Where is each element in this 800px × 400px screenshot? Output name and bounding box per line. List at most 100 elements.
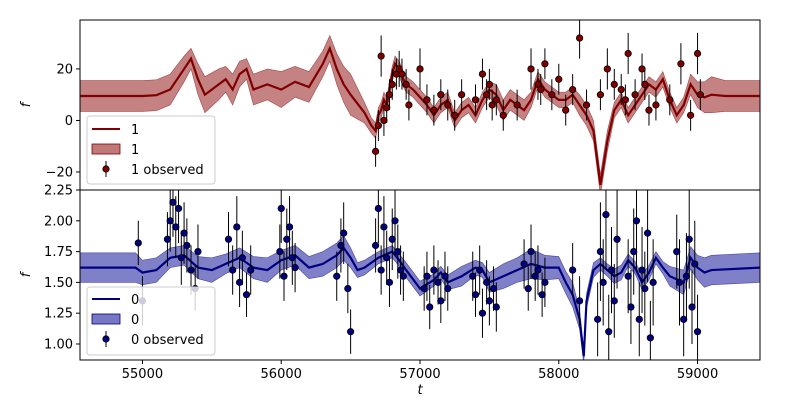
bottom-observed-point [180,229,188,237]
bottom-observed-point [434,278,442,286]
top-observed-point [548,91,556,99]
bottom-observed-point [675,278,684,286]
x-tick-label: 56000 [261,367,302,382]
bottom-observed-point [605,328,613,336]
bottom-observed-point [489,284,498,293]
top-uncertainty-band [80,34,760,190]
top-observed-point [402,80,410,88]
top-observed-point [677,60,685,68]
top-y-axis-label: f [19,100,34,107]
bottom-observed-point [396,266,405,274]
bottom-observed-point [680,315,688,323]
bottom-observed-point [371,241,380,250]
x-axis-label: t [417,383,423,398]
bottom-observed-point [134,239,142,247]
top-legend-label-observed: 1 observed [131,163,204,178]
x-tick-label: 59000 [677,367,718,382]
bottom-observed-point [613,235,621,243]
bottom-observed-point [524,284,532,293]
top-observed-point [569,85,577,94]
top-observed-point [596,91,605,99]
top-observed-point [666,96,674,104]
bottom-observed-point [471,291,480,299]
top-observed-point [537,85,545,94]
bottom-observed-point [624,272,632,280]
bottom-y-axis: 1.00 1.25 1.50 1.75 2.00 2.25 [44,184,80,352]
bottom-observed-point [172,223,180,231]
bottom-observed-point [276,247,284,256]
top-observed-point [693,49,702,58]
top-observed-point [631,91,639,99]
bottom-observed-point [385,278,394,286]
bottom-observed-point [541,278,549,286]
top-observed-point [383,103,391,112]
top-observed-point [562,106,570,114]
bottom-panel: 1.00 1.25 1.50 1.75 2.00 2.25 55000 56000 57000… [19,184,761,398]
bottom-observed-point [347,328,355,336]
bottom-observed-point [174,204,183,213]
bottom-observed-point [476,266,484,274]
top-observed-point [603,65,611,73]
bottom-observed-point [420,284,428,293]
top-observed-point [687,111,695,119]
bottom-observed-point [520,260,528,268]
bottom-observed-point [693,328,702,336]
bottom-observed-point [630,247,638,256]
bottom-observed-point [478,309,487,317]
bottom-observed-point [485,297,493,305]
x-tick-label: 57000 [399,367,440,382]
bottom-observed-point [280,272,288,280]
bottom-legend-band-swatch [91,313,121,325]
bottom-observed-point [377,266,385,274]
x-tick-label: 58000 [538,367,579,382]
bottom-observed-point [423,272,431,280]
top-observed-point [398,70,406,78]
bottom-observed-point [599,278,607,286]
top-observed-point [478,70,487,78]
bottom-observed-point [187,266,195,274]
bottom-observed-point [166,217,174,225]
top-observed-point [388,80,396,88]
bottom-observed-point [534,266,542,274]
top-observed-point [485,80,493,88]
bottom-observed-point [594,315,602,323]
top-observed-point [444,101,452,109]
x-tick-label: 55000 [122,367,163,382]
top-observed-point [555,75,563,83]
bottom-legend-label-observed: 0 observed [131,333,204,348]
top-observed-point [610,80,618,88]
bottom-observed-point [391,217,399,225]
bottom-observed-point [688,303,696,311]
top-observed-point [527,65,535,73]
bottom-observed-point [340,229,348,237]
bottom-observed-point [444,284,452,293]
bottom-observed-point [596,247,605,256]
top-observed-point [374,122,382,130]
top-legend: 1 1 1 observed [86,115,216,185]
bottom-observed-point [224,235,233,243]
bottom-observed-point [426,303,434,311]
top-observed-point [371,147,380,155]
bottom-y-tick-label: 1.75 [44,245,73,260]
top-observed-point [541,60,549,68]
bottom-observed-point [569,266,577,274]
bottom-observed-point [235,278,244,286]
bottom-observed-point [483,278,491,286]
bottom-observed-point [277,204,285,213]
top-observed-point [405,101,413,109]
top-y-tick-label: 0 [65,114,73,129]
bottom-y-tick-label: 1.50 [44,276,73,291]
bottom-observed-point [638,266,646,274]
top-observed-point [582,101,591,109]
bottom-observed-point [607,266,616,274]
top-panel: −20 0 20 f 1 1 1 observed [19,19,761,191]
top-observed-point [492,96,500,104]
bottom-legend: 0 0 0 observed [86,286,216,356]
bottom-observed-point [383,254,391,262]
bottom-legend-box [86,286,216,356]
top-observed-point [621,96,629,104]
bottom-x-axis: 55000 56000 57000 58000 59000 [122,360,718,382]
top-observed-point [696,91,704,99]
bottom-observed-point [374,204,382,213]
top-observed-point [652,101,660,109]
